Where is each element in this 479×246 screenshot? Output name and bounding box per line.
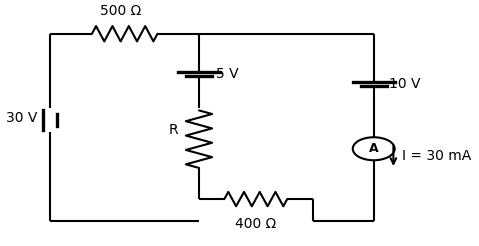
Text: R: R xyxy=(169,123,178,137)
Text: 10 V: 10 V xyxy=(389,77,421,91)
Text: 500 Ω: 500 Ω xyxy=(100,4,141,18)
Text: 5 V: 5 V xyxy=(217,67,239,81)
Text: A: A xyxy=(369,142,378,155)
Text: 400 Ω: 400 Ω xyxy=(235,217,276,231)
Text: 30 V: 30 V xyxy=(6,111,37,125)
Text: I = 30 mA: I = 30 mA xyxy=(402,149,471,163)
